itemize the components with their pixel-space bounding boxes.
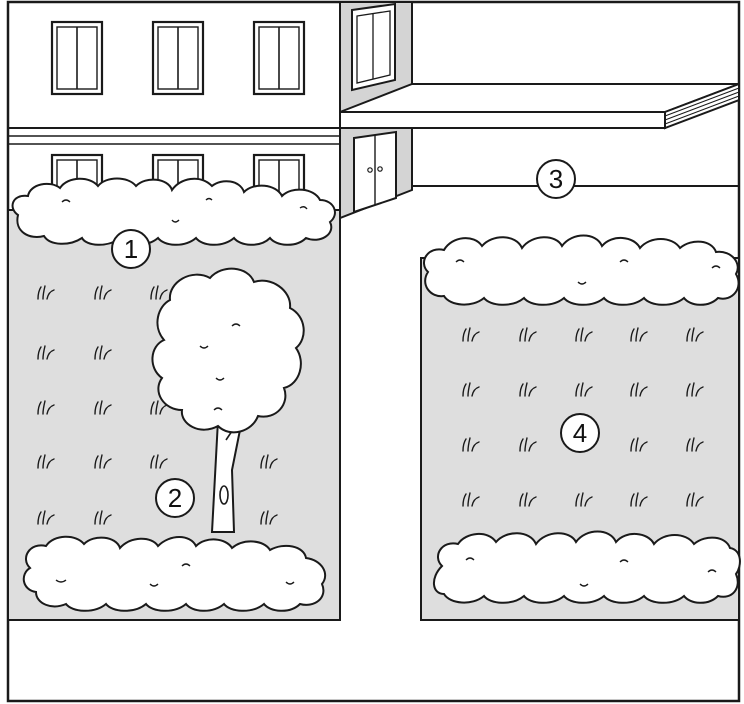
marker-4-label: 4 <box>573 418 587 448</box>
hedge-bottom-right <box>433 530 741 604</box>
building-window <box>50 20 104 96</box>
marker-2-label: 2 <box>168 483 182 513</box>
building-window <box>151 20 205 96</box>
building-side-wing <box>339 1 413 220</box>
marker-1: 1 <box>111 229 151 269</box>
hedge-top-right <box>423 234 740 306</box>
marker-4: 4 <box>560 413 600 453</box>
building-window <box>252 20 306 96</box>
marker-1-label: 1 <box>124 234 138 264</box>
canopy <box>339 82 740 130</box>
building-door <box>353 130 397 214</box>
marker-3: 3 <box>536 159 576 199</box>
tree <box>151 267 305 533</box>
marker-2: 2 <box>155 478 195 518</box>
main-building <box>8 20 340 197</box>
marker-3-label: 3 <box>549 164 563 194</box>
hedge-bottom-left <box>22 535 327 612</box>
